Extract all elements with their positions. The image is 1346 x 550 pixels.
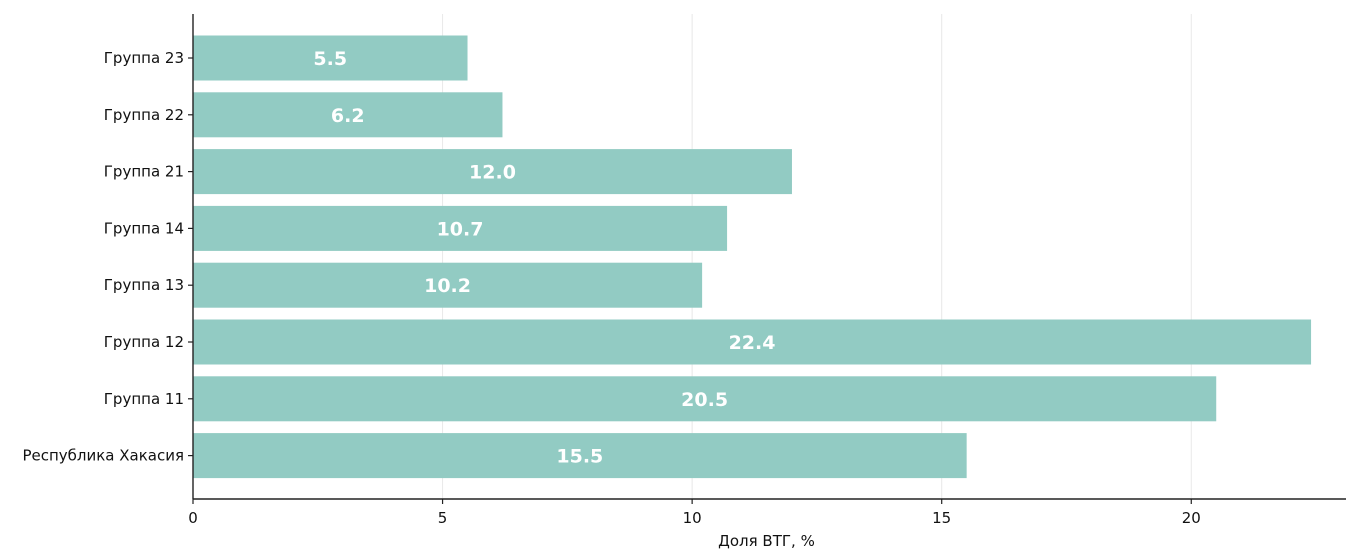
category-label: Группа 14 [104, 219, 184, 237]
bar [193, 376, 1217, 422]
value-label: 10.2 [424, 275, 471, 297]
value-label: 10.7 [437, 218, 484, 240]
value-label: 5.5 [313, 48, 347, 70]
value-label: 22.4 [729, 332, 776, 354]
bar [193, 149, 792, 195]
axes [192, 14, 1346, 500]
x-tick-label: 0 [188, 509, 198, 527]
grid-lines [442, 14, 1192, 499]
value-label: 6.2 [331, 105, 365, 127]
value-label: 15.5 [556, 446, 603, 468]
x-tick-label: 20 [1182, 509, 1201, 527]
category-label: Группа 13 [104, 276, 184, 294]
bar [193, 35, 468, 81]
bar [193, 205, 728, 251]
bar [193, 433, 967, 479]
value-labels: 5.5 6.2 12.0 10.7 10.2 22.4 20.5 15.5 [313, 48, 775, 468]
category-label: Группа 21 [104, 163, 184, 181]
y-ticks: Группа 23 Группа 22 Группа 21 Группа 14 Груп… [22, 49, 193, 465]
x-tick-label: 10 [683, 509, 702, 527]
x-tick-label: 5 [438, 509, 448, 527]
bar [193, 262, 703, 308]
value-label: 12.0 [469, 162, 516, 184]
category-label: Группа 22 [104, 106, 184, 124]
category-label: Группа 23 [104, 49, 184, 67]
bar [193, 319, 1312, 365]
category-label: Группа 12 [104, 333, 184, 351]
bars [193, 35, 1312, 479]
x-ticks: 0 5 10 15 20 [188, 499, 1201, 527]
value-label: 20.5 [681, 389, 728, 411]
category-label: Группа 11 [104, 390, 184, 408]
category-label: Республика Хакасия [22, 447, 184, 465]
x-axis-title: Доля ВТГ, % [718, 532, 815, 550]
x-tick-label: 15 [932, 509, 951, 527]
bar [193, 92, 503, 138]
